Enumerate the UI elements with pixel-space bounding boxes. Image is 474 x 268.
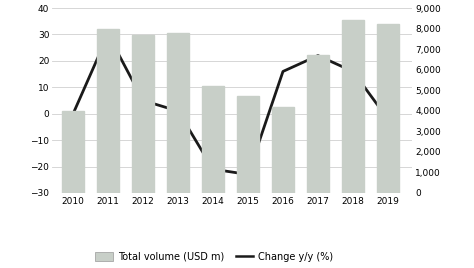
Bar (62, 111, 84, 193)
Bar (272, 107, 294, 193)
Bar (167, 33, 190, 193)
Bar (132, 35, 155, 193)
Bar (97, 29, 119, 193)
Bar (376, 24, 399, 193)
Bar (307, 55, 329, 193)
Legend: Total volume (USD m), Change y/y (%): Total volume (USD m), Change y/y (%) (91, 248, 337, 266)
Bar (237, 96, 259, 193)
Bar (342, 20, 365, 193)
Bar (201, 86, 224, 193)
